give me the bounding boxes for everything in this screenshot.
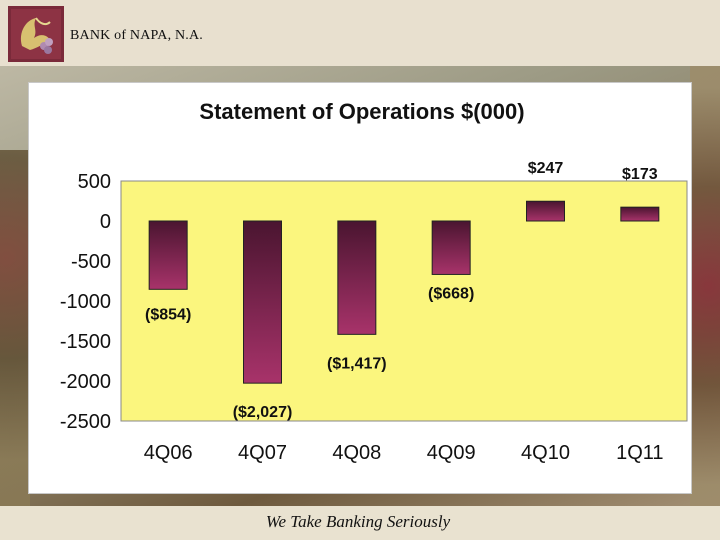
data-labels: ($854) ($2,027) ($1,417) ($668) $247 $173	[145, 160, 658, 421]
vine-decoration-right	[690, 66, 720, 506]
y-tick-label: -1000	[60, 291, 111, 313]
x-tick-label: 4Q09	[427, 442, 476, 464]
tagline: We Take Banking Seriously	[265, 512, 451, 531]
data-label: ($668)	[428, 285, 474, 302]
chart-panel: Statement of Operations $(000) 500 0 -500 -…	[28, 82, 692, 494]
x-tick-label: 1Q11	[616, 442, 663, 464]
y-tick-label: 500	[78, 171, 111, 193]
x-tick-label: 4Q08	[332, 442, 381, 464]
plot-area	[120, 180, 688, 422]
bank-logo-icon	[8, 6, 64, 62]
footer-bar: We Take Banking Seriously	[0, 506, 720, 540]
bar-4q07	[243, 220, 282, 384]
bar-4q09	[431, 220, 471, 275]
bar-4q08	[337, 220, 377, 335]
vine-decoration-left	[0, 150, 30, 510]
bank-name: BANK of NAPA, N.A.	[70, 28, 203, 43]
y-tick-label: -1500	[60, 331, 111, 353]
header-bar: BANK of NAPA, N.A.	[0, 0, 720, 66]
bar-4q10	[526, 200, 565, 222]
data-label: ($2,027)	[233, 404, 293, 421]
bar-1q11	[620, 206, 660, 222]
y-tick-label: 0	[100, 211, 111, 233]
x-tick-label: 4Q06	[144, 442, 193, 464]
data-label: ($1,417)	[327, 355, 387, 372]
data-label: $247	[528, 160, 564, 177]
y-tick-label: -500	[71, 251, 111, 273]
x-tick-label: 4Q07	[238, 442, 287, 464]
chart-title: Statement of Operations $(000)	[199, 99, 524, 124]
bar-4q06	[148, 220, 188, 290]
data-label: $173	[622, 166, 658, 183]
y-tick-label: -2500	[60, 411, 111, 433]
bar-series	[148, 200, 660, 384]
data-label: ($854)	[145, 306, 191, 323]
x-tick-label: 4Q10	[521, 442, 570, 464]
x-axis-labels: 4Q06 4Q07 4Q08 4Q09 4Q10 1Q11	[144, 442, 664, 464]
statement-of-operations-chart: Statement of Operations $(000) 500 0 -500 -…	[60, 99, 688, 464]
y-axis-labels: 500 0 -500 -1000 -1500 -2000 -2500	[60, 171, 111, 433]
y-tick-label: -2000	[60, 371, 111, 393]
